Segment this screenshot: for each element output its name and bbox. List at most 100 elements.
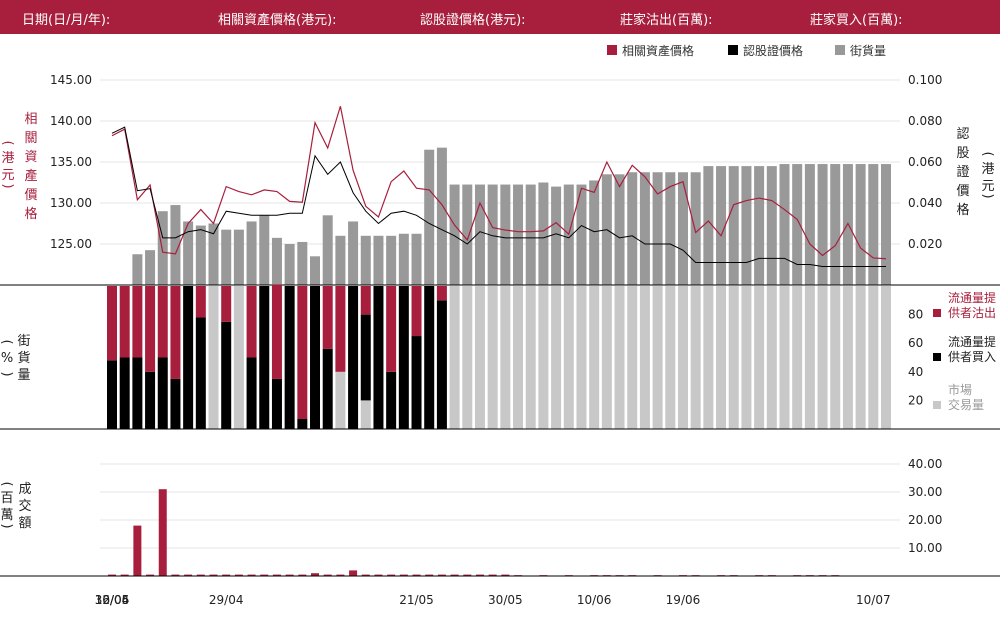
left-axis-title-char: 相 <box>24 112 37 127</box>
lp-buy-bar <box>424 286 435 429</box>
turnover-bar <box>184 574 193 576</box>
outstanding-bar <box>221 229 232 285</box>
market-volume-bar <box>627 286 638 429</box>
right-axis-title-char: 股 <box>956 146 969 161</box>
underlying-price-label: 相關資產價格(港元): <box>218 13 337 28</box>
left-tick-label: 130.00 <box>50 196 92 210</box>
turnover-bar <box>488 574 497 576</box>
mid-axis-paren: ) <box>0 371 14 376</box>
x-tick-label: 30/06 <box>95 593 130 607</box>
header-bar: 日期(日/月/年): 相關資產價格(港元): 認股證價格(港元): 莊家沽出(百… <box>0 0 1000 34</box>
turnover-bar <box>120 574 129 576</box>
turnover-bar <box>323 574 332 576</box>
outstanding-bar <box>792 164 803 285</box>
lp-sell-bar <box>170 286 181 379</box>
outstanding-bar <box>436 147 447 285</box>
mid-tick-label: 80 <box>908 308 923 322</box>
legend-outstanding-swatch <box>835 45 845 55</box>
outstanding-bar <box>855 164 866 285</box>
market-volume-bar <box>728 286 739 429</box>
turnover-bar <box>146 574 155 576</box>
right-axis-paren: ) <box>980 193 995 198</box>
outstanding-bar <box>690 172 701 285</box>
lp-sell-bar <box>119 286 130 358</box>
bottom-tick-label: 20.00 <box>908 513 942 527</box>
bottom-axis-paren: ( <box>0 481 14 486</box>
market-volume-bar <box>855 286 866 429</box>
turnover-bar <box>108 574 116 576</box>
outstanding-bar <box>728 166 739 285</box>
outstanding-bar <box>804 164 815 285</box>
turnover-bar <box>298 574 307 576</box>
legend-underlying-swatch <box>607 45 617 55</box>
mid-legend-sell-swatch <box>933 309 941 317</box>
market-volume-bar <box>360 400 371 429</box>
turnover-bar <box>133 525 142 576</box>
left-axis-unit-char: 元 <box>1 168 14 183</box>
turnover-bar <box>361 574 370 576</box>
outstanding-bar <box>411 233 422 285</box>
x-tick-label: 16/04 <box>95 593 130 607</box>
legend-underlying-label: 相關資產價格 <box>622 43 694 58</box>
right-axis-title-char: 證 <box>956 164 969 180</box>
x-tick-label: 19/06 <box>666 593 701 607</box>
outstanding-bar <box>170 205 181 285</box>
lp-buy-bar <box>119 357 130 429</box>
lp-buy-bar <box>107 360 117 429</box>
mid-axis-title-char: 量 <box>17 368 30 383</box>
lp-sell-bar <box>360 286 371 315</box>
outstanding-bar <box>779 164 790 285</box>
market-volume-bar <box>513 286 524 429</box>
right-axis-unit-char: 港 <box>981 162 994 177</box>
market-volume-bar <box>830 286 841 429</box>
lp-buy-bar <box>310 286 321 429</box>
mid-legend-market-swatch <box>933 401 941 409</box>
outstanding-bar <box>614 174 625 285</box>
lp-buy-bar <box>145 371 156 429</box>
turnover-bar <box>171 574 180 576</box>
outstanding-bar <box>817 164 828 285</box>
lp-buy-bar <box>398 286 409 429</box>
turnover-bar <box>336 574 345 576</box>
outstanding-bar <box>259 215 270 285</box>
mid-legend-buy-swatch <box>933 353 941 361</box>
market-volume-bar <box>754 286 765 429</box>
outstanding-bar <box>868 164 879 285</box>
lp-buy-bar <box>322 348 333 429</box>
outstanding-bar <box>310 256 321 285</box>
lp-sell-bar <box>297 286 308 419</box>
turnover-bar <box>450 574 459 576</box>
x-tick-label: 12/05 <box>95 593 130 607</box>
outstanding-bar <box>449 184 460 285</box>
turnover-bar <box>463 574 472 576</box>
right-axis-title-char: 價 <box>956 184 969 199</box>
market-volume-bar <box>792 286 803 429</box>
market-volume-bar <box>652 286 663 429</box>
lp-buy-bar <box>183 286 194 429</box>
lp-sell-bar <box>411 286 422 337</box>
turnover-bar <box>387 574 396 576</box>
outstanding-bar <box>487 184 498 285</box>
turnover-bar <box>247 574 256 576</box>
mid-axis-title-char: 街 <box>17 334 30 349</box>
market-volume-bar <box>551 286 562 429</box>
outstanding-bar <box>500 184 511 285</box>
mid-axis-title-char: 貨 <box>17 350 30 366</box>
issuer-sell-label: 莊家沽出(百萬): <box>620 13 713 28</box>
left-axis-title-char: 資 <box>24 150 37 165</box>
market-volume-bar <box>842 286 853 429</box>
outstanding-bar <box>639 172 650 285</box>
right-axis-title-char: 認 <box>956 126 969 142</box>
lp-buy-bar <box>436 300 447 429</box>
turnover-bar <box>374 574 383 576</box>
left-axis-title-char: 關 <box>24 131 37 146</box>
turnover-bar <box>260 574 269 576</box>
turnover-bar <box>349 570 358 576</box>
market-volume-bar <box>525 286 536 429</box>
lp-sell-bar <box>271 284 282 379</box>
market-volume-bar <box>716 286 727 429</box>
left-axis-title-char: 格 <box>24 206 37 222</box>
right-tick-label: 0.060 <box>908 155 942 169</box>
lp-sell-bar <box>335 286 346 372</box>
bottom-tick-label: 40.00 <box>908 457 942 471</box>
